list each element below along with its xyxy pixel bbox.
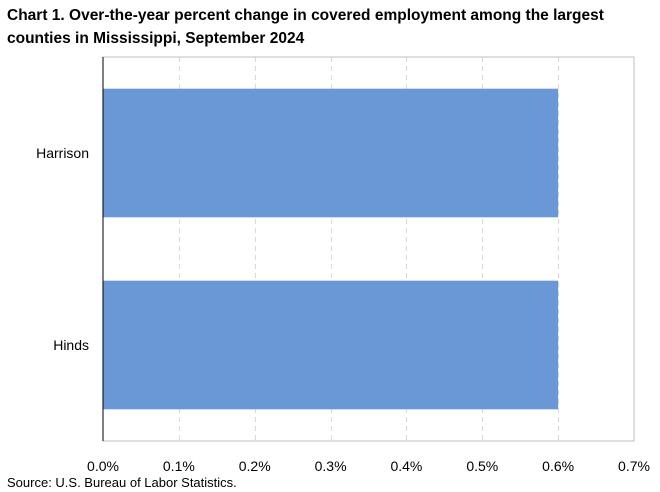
chart-title: Chart 1. Over-the-year percent change in… bbox=[7, 7, 604, 47]
x-tick-label: 0.6% bbox=[542, 458, 574, 474]
category-label-hinds: Hinds bbox=[53, 337, 89, 353]
x-tick-label: 0.1% bbox=[163, 458, 195, 474]
source-note: Source: U.S. Bureau of Labor Statistics. bbox=[7, 475, 237, 490]
bar-hinds bbox=[103, 280, 559, 410]
category-label-harrison: Harrison bbox=[36, 145, 89, 161]
x-axis-ticks: 0.0% 0.1% 0.2% 0.3% 0.4% 0.5% 0.6% 0.7% bbox=[87, 458, 650, 474]
x-tick-label: 0.2% bbox=[239, 458, 271, 474]
x-tick-label: 0.7% bbox=[618, 458, 650, 474]
bars bbox=[103, 88, 559, 410]
bar-harrison bbox=[103, 88, 559, 218]
x-tick-label: 0.0% bbox=[87, 458, 119, 474]
x-tick-label: 0.3% bbox=[315, 458, 347, 474]
category-labels: Harrison Hinds bbox=[36, 145, 89, 353]
x-tick-label: 0.5% bbox=[466, 458, 498, 474]
x-tick-label: 0.4% bbox=[390, 458, 422, 474]
